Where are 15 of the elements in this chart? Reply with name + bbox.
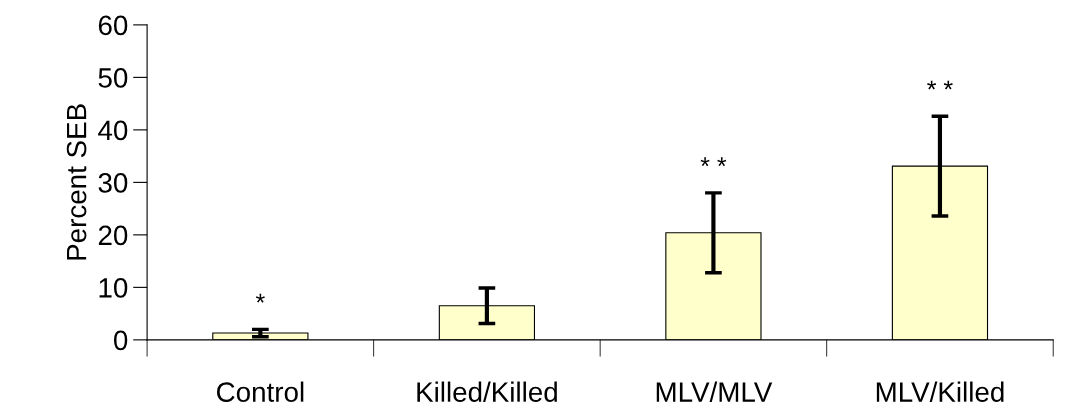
y-axis-title: Percent SEB xyxy=(66,104,87,260)
x-tick-label: Killed/Killed xyxy=(417,381,557,402)
y-tick-label: 50 xyxy=(98,68,128,88)
annotation: * xyxy=(255,293,265,303)
y-tick-label: 0 xyxy=(114,330,128,351)
y-tick-label: 60 xyxy=(98,15,128,36)
annotation: * * xyxy=(927,80,953,90)
x-tick-label: MLV/MLV xyxy=(656,381,773,402)
y-tick-label: 20 xyxy=(98,225,128,246)
y-tick-label: 40 xyxy=(98,120,128,141)
x-tick-label: Control xyxy=(217,381,304,402)
x-tick-label: MLV/Killed xyxy=(876,381,1004,402)
annotation: * * xyxy=(700,157,727,167)
y-tick-label: 10 xyxy=(99,278,128,298)
y-tick-label: 30 xyxy=(98,173,128,193)
